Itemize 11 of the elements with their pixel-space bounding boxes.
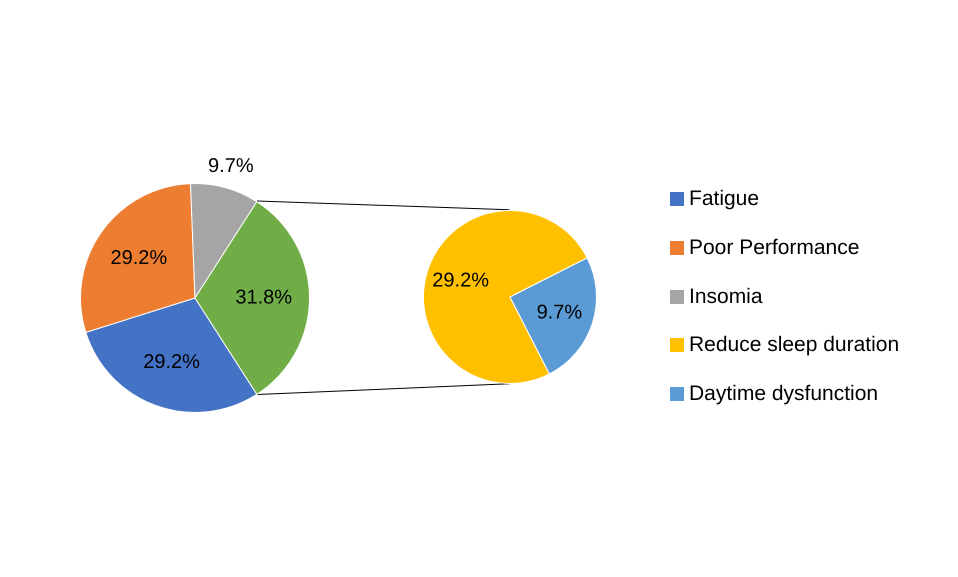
legend-label: Insomia bbox=[689, 284, 763, 309]
legend-label: Reduce sleep duration bbox=[689, 333, 900, 358]
data-label: 29.2% bbox=[110, 246, 168, 269]
legend-label: Fatigue bbox=[689, 187, 760, 211]
data-label: 9.7% bbox=[208, 154, 254, 177]
data-label: 29.2% bbox=[432, 269, 490, 292]
data-label: 29.2% bbox=[143, 351, 200, 374]
legend-label: Poor Performance bbox=[689, 236, 860, 260]
data-label: 9.7% bbox=[536, 302, 582, 324]
legend-label: Daytime dysfunction bbox=[689, 382, 878, 406]
data-label: 31.8% bbox=[235, 286, 292, 309]
